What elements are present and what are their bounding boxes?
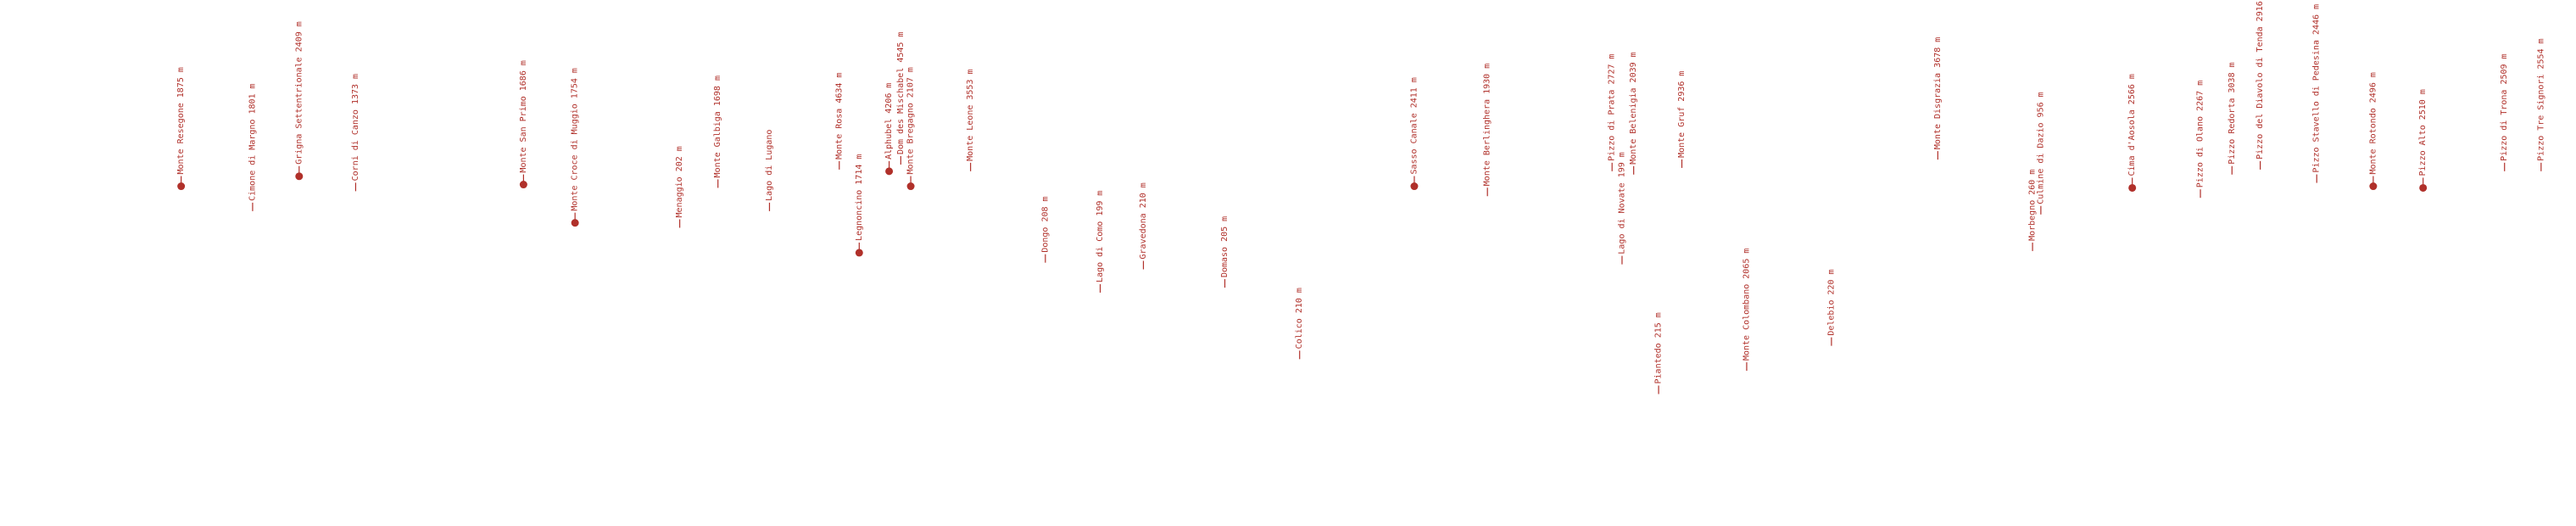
place-label: Lago di Como 199 m [1096, 191, 1105, 283]
place-label: Cima d'Aosola 2566 m [2127, 74, 2137, 176]
place-label: Monte Resegone 1875 m [176, 67, 186, 174]
place-label: Dongo 208 m [1040, 196, 1050, 252]
location-dot [295, 172, 304, 181]
place-label: Pizzo di Olano 2267 m [2196, 81, 2205, 187]
place-label: Monte Colombano 2065 m [1742, 249, 1751, 361]
place-label: Culmine di Dazio 956 m [2036, 92, 2045, 204]
place-label: Delebio 220 m [1826, 269, 1836, 335]
place-label: Monte San Primo 1686 m [519, 60, 528, 172]
place-label: Pizzo Redorta 3038 m [2228, 62, 2237, 164]
place-label: Lago di Lugano [765, 130, 774, 201]
place-label: Monte Disgrazia 3678 m [1933, 37, 1943, 149]
place-label: Monte Croce di Muggio 1754 m [571, 68, 580, 211]
place-label: Pizzo Stavello di Pedesina 2446 m [2312, 4, 2322, 173]
place-label: Monte Berlinghera 1930 m [1483, 64, 1492, 187]
place-label: Pizzo di Prata 2727 m [1608, 53, 1617, 160]
place-label: Monte Rosa 4634 m [834, 73, 844, 159]
place-label: Monte Bregagno 2107 m [906, 67, 916, 174]
location-dot [571, 219, 579, 227]
place-label: Lago di Novate 199 m [1617, 152, 1626, 254]
place-label: Monte Leone 3553 m [966, 69, 975, 160]
location-dot [906, 182, 915, 191]
place-label: Gravedona 210 m [1139, 182, 1148, 259]
place-label: Cimone di Margno 1801 m [248, 83, 257, 200]
location-dot [2369, 182, 2378, 191]
place-label: Monte Belenigia 2039 m [1629, 52, 1638, 164]
place-label: Monte Gruf 2936 m [1677, 71, 1687, 158]
place-label: Morbegno 260 m [2028, 170, 2038, 241]
place-label: Colico 210 m [1295, 288, 1304, 349]
place-label: Monte Galbiga 1698 m [713, 76, 722, 177]
place-label: Domaso 205 m [1220, 216, 1229, 277]
location-dot [2419, 183, 2428, 192]
place-label: Pizzo Alto 2510 m [2418, 89, 2428, 176]
place-label: Dom des Mischabel 4545 m [896, 32, 906, 155]
place-label: Sasso Canale 2411 m [1409, 77, 1419, 174]
place-label: Piantedo 215 m [1654, 312, 1664, 383]
place-label: Pizzo di Trona 2509 m [2500, 53, 2509, 160]
place-label: Alphubel 4206 m [884, 83, 894, 159]
place-label: Legnoncino 1714 m [855, 154, 864, 241]
location-dot [2128, 183, 2137, 192]
location-dot [855, 249, 863, 257]
location-dot [519, 181, 527, 189]
location-dot [1410, 182, 1419, 191]
place-label: Menaggio 202 m [675, 146, 684, 217]
place-label: Monte Rotondo 2496 m [2368, 72, 2378, 174]
place-label: Pizzo Tre Signori 2554 m [2536, 38, 2545, 161]
place-label: Pizzo del Diavolo di Tenda 2916 m [2255, 0, 2265, 159]
place-label: Grigna Settentrionale 2409 m [294, 21, 304, 165]
location-dot [177, 182, 186, 191]
location-dot [885, 167, 894, 176]
place-label: Corni di Canzo 1373 m [351, 74, 360, 181]
